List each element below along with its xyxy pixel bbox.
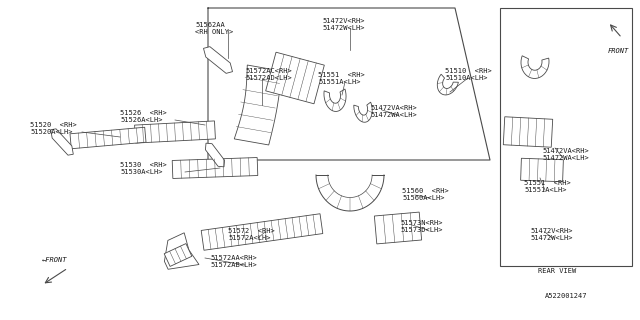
Text: REAR VIEW: REAR VIEW: [538, 268, 576, 274]
Text: 51520  <RH>
51520A<LH>: 51520 <RH> 51520A<LH>: [30, 122, 77, 135]
Text: 51510  <RH>
51510A<LH>: 51510 <RH> 51510A<LH>: [445, 68, 492, 81]
Text: 51530  <RH>
51530A<LH>: 51530 <RH> 51530A<LH>: [120, 162, 167, 175]
Polygon shape: [204, 47, 232, 73]
Polygon shape: [234, 65, 282, 145]
Polygon shape: [437, 74, 458, 95]
Bar: [500, 8, 632, 266]
Polygon shape: [201, 214, 323, 250]
Polygon shape: [51, 129, 74, 155]
Text: 51472VA<RH>
51472WA<LH>: 51472VA<RH> 51472WA<LH>: [542, 148, 589, 161]
Polygon shape: [266, 52, 324, 104]
Text: 51560  <RH>
51560A<LH>: 51560 <RH> 51560A<LH>: [402, 188, 449, 201]
Polygon shape: [172, 157, 258, 179]
Text: 51551  <RH>
51551A<LH>: 51551 <RH> 51551A<LH>: [318, 72, 365, 85]
Text: 51562AA
<RH ONLY>: 51562AA <RH ONLY>: [195, 22, 233, 35]
Polygon shape: [134, 121, 216, 143]
Text: 51573N<RH>
51573D<LH>: 51573N<RH> 51573D<LH>: [400, 220, 442, 233]
Polygon shape: [354, 102, 372, 122]
Polygon shape: [205, 143, 225, 167]
Polygon shape: [70, 127, 146, 149]
Polygon shape: [374, 212, 422, 244]
Text: 51572AA<RH>
51572AB<LH>: 51572AA<RH> 51572AB<LH>: [210, 255, 257, 268]
Polygon shape: [521, 56, 549, 78]
Text: 51572AC<RH>
51572AD<LH>: 51572AC<RH> 51572AD<LH>: [245, 68, 292, 81]
Text: A522001247: A522001247: [545, 293, 588, 299]
Text: 51572  <RH>
51572A<LH>: 51572 <RH> 51572A<LH>: [228, 228, 275, 241]
Polygon shape: [520, 158, 563, 182]
Text: ←FRONT: ←FRONT: [42, 257, 68, 263]
Polygon shape: [324, 89, 346, 111]
Text: 51551  <RH>
51551A<LH>: 51551 <RH> 51551A<LH>: [524, 180, 571, 193]
Polygon shape: [164, 233, 199, 269]
Polygon shape: [164, 244, 192, 267]
Text: 51472V<RH>
51472W<LH>: 51472V<RH> 51472W<LH>: [530, 228, 573, 241]
Polygon shape: [503, 117, 553, 147]
Text: 51526  <RH>
51526A<LH>: 51526 <RH> 51526A<LH>: [120, 110, 167, 123]
Text: 51472V<RH>
51472W<LH>: 51472V<RH> 51472W<LH>: [322, 18, 365, 31]
Text: 51472VA<RH>
51472WA<LH>: 51472VA<RH> 51472WA<LH>: [370, 105, 417, 118]
Text: FRONT: FRONT: [608, 48, 629, 54]
